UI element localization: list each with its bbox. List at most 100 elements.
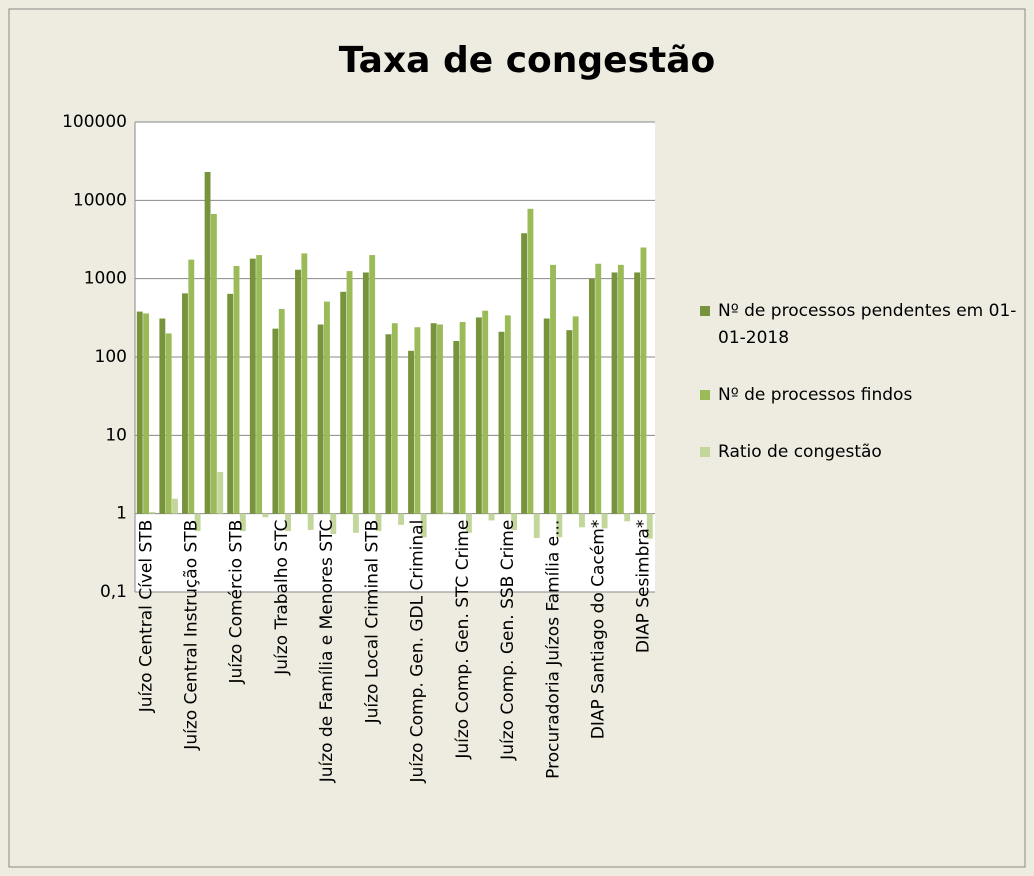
legend-item: Nº de processos findos: [700, 382, 1020, 409]
bar: [453, 341, 460, 514]
bar: [340, 291, 347, 514]
chart-title: Taxa de congestão: [339, 40, 716, 81]
bar: [437, 324, 443, 514]
bar: [210, 213, 217, 514]
bar: [172, 498, 178, 514]
legend-swatch: [700, 447, 710, 457]
bar: [556, 513, 563, 538]
x-tick-label: Juízo Comércio STB: [227, 520, 247, 685]
bar: [391, 323, 398, 514]
bar: [159, 318, 166, 514]
y-tick-label: 1: [116, 504, 127, 524]
bar: [420, 513, 427, 538]
bar: [498, 331, 505, 514]
bar: [527, 208, 534, 514]
bar: [430, 323, 437, 514]
x-tick-label: Juízo Comp. Gen. SSB Crime: [498, 520, 518, 761]
bar: [482, 310, 489, 514]
x-tick-label: Juízo Local Criminal STB: [362, 520, 382, 725]
bar: [194, 513, 201, 532]
legend-item: Ratio de congestão: [700, 439, 1020, 466]
bar: [634, 272, 641, 514]
bar: [330, 513, 337, 535]
legend-label: Nº de processos findos: [718, 385, 913, 405]
bar: [301, 253, 308, 514]
bar: [165, 333, 172, 514]
bar: [566, 330, 573, 514]
bar: [233, 266, 240, 514]
bar: [182, 293, 188, 514]
x-tick-label: Juízo Trabalho STC: [272, 520, 292, 676]
bar: [324, 301, 330, 514]
bar: [249, 258, 256, 514]
bar: [521, 233, 528, 514]
x-tick-label: DIAP Santiago do Cacém*: [588, 520, 608, 740]
bar: [272, 328, 279, 514]
x-tick-label: DIAP Sesimbra*: [634, 520, 654, 653]
x-tick-label: Juízo de Família e Menores STC: [317, 520, 337, 784]
bar: [550, 264, 556, 514]
bar: [362, 272, 369, 514]
bar: [136, 311, 143, 514]
y-tick-label: 10000: [73, 190, 127, 210]
y-tick-label: 10: [105, 425, 127, 445]
bar: [572, 316, 579, 514]
bar: [204, 171, 211, 514]
x-tick-label: Juízo Comp. Gen. STC Crime: [453, 520, 473, 760]
bar: [385, 334, 392, 514]
bar: [579, 513, 585, 528]
bar: [352, 513, 359, 533]
bar: [511, 513, 518, 530]
bar: [640, 247, 647, 514]
legend-item: Nº de processos pendentes em 01-01-2018: [700, 298, 1020, 352]
bar: [543, 318, 550, 514]
bar: [346, 271, 353, 514]
bar: [408, 350, 414, 514]
bar: [307, 513, 314, 530]
bar: [443, 512, 450, 514]
bar: [239, 513, 246, 532]
y-tick-label: 1000: [84, 269, 127, 289]
bar: [533, 513, 540, 538]
bar: [262, 513, 269, 518]
y-tick-label: 100: [95, 347, 127, 367]
bar: [256, 255, 263, 514]
bar: [465, 513, 472, 533]
bar: [504, 315, 511, 514]
bar: [317, 324, 324, 514]
bar: [588, 278, 595, 514]
bar: [295, 269, 301, 514]
x-tick-label: Juízo Central Instrução STB: [182, 520, 202, 751]
bar: [624, 513, 631, 522]
bar: [611, 272, 618, 514]
bar: [149, 512, 156, 514]
bar: [414, 327, 421, 514]
y-tick-label: 0,1: [100, 582, 127, 602]
legend-label: Ratio de congestão: [718, 442, 882, 462]
legend: Nº de processos pendentes em 01-01-2018 N…: [700, 298, 1020, 496]
bar: [459, 321, 466, 514]
bar: [601, 513, 608, 529]
frame: [8, 8, 1026, 868]
bar: [646, 513, 653, 539]
bar: [475, 317, 482, 514]
x-tick-label: Procuradoria Juízos Família e...: [543, 520, 563, 779]
legend-label: Nº de processos pendentes em 01-01-2018: [718, 301, 1017, 348]
bar: [617, 264, 624, 514]
bar: [188, 259, 195, 514]
bar: [595, 263, 602, 514]
legend-swatch: [700, 390, 710, 400]
bar: [488, 513, 495, 521]
bar: [278, 308, 285, 514]
x-tick-label: Juízo Central Cível STB: [136, 520, 156, 714]
bar: [285, 513, 291, 532]
bar: [375, 513, 382, 532]
legend-swatch: [700, 306, 710, 316]
bar: [217, 472, 224, 514]
x-tick-label: Juízo Comp. Gen. GDL Criminal: [408, 520, 428, 784]
bar: [143, 313, 150, 514]
bar: [398, 513, 405, 525]
bar: [369, 255, 376, 514]
